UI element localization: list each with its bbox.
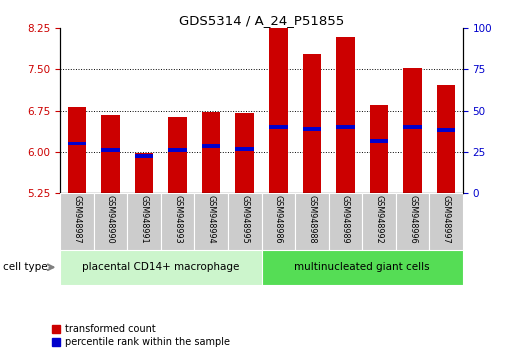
Text: GSM948997: GSM948997 [441,195,451,244]
Bar [295,193,328,250]
Bar [370,105,388,193]
Bar [101,148,120,152]
Title: GDS5314 / A_24_P51855: GDS5314 / A_24_P51855 [179,14,344,27]
Text: placental CD14+ macrophage: placental CD14+ macrophage [82,262,240,272]
Bar [235,113,254,193]
Bar [168,148,187,152]
Bar [228,193,262,250]
Text: GSM948990: GSM948990 [106,195,115,243]
Bar [235,147,254,151]
Bar [303,127,321,131]
Text: GSM948987: GSM948987 [72,195,82,243]
Text: GSM948991: GSM948991 [140,195,149,243]
Bar [202,144,220,148]
Bar [328,193,362,250]
Bar [135,153,153,193]
Bar [269,125,288,129]
Bar [336,36,355,193]
Text: GSM948992: GSM948992 [374,195,383,244]
Bar [429,193,463,250]
Bar [396,193,429,250]
Text: cell type: cell type [3,262,47,272]
Bar [135,154,153,158]
Bar [437,128,456,132]
Bar [195,193,228,250]
Text: GSM948995: GSM948995 [240,195,249,244]
Bar [403,125,422,129]
Bar [60,193,94,250]
Text: GSM948988: GSM948988 [308,195,316,243]
Bar [262,250,463,285]
Text: GSM948994: GSM948994 [207,195,215,243]
Text: GSM948993: GSM948993 [173,195,182,243]
Bar [60,250,262,285]
Bar [67,107,86,193]
Bar [362,193,396,250]
Text: GSM948989: GSM948989 [341,195,350,243]
Bar [269,22,288,193]
Bar [262,193,295,250]
Text: GSM948996: GSM948996 [408,195,417,243]
Bar [127,193,161,250]
Bar [303,54,321,193]
Bar [161,193,195,250]
Bar [67,142,86,145]
Bar [168,117,187,193]
Bar [336,125,355,129]
Legend: transformed count, percentile rank within the sample: transformed count, percentile rank withi… [52,325,230,347]
Bar [403,68,422,193]
Bar [94,193,127,250]
Bar [437,85,456,193]
Bar [101,115,120,193]
Bar [370,139,388,143]
Bar [202,112,220,193]
Text: multinucleated giant cells: multinucleated giant cells [294,262,430,272]
Text: GSM948986: GSM948986 [274,195,283,243]
